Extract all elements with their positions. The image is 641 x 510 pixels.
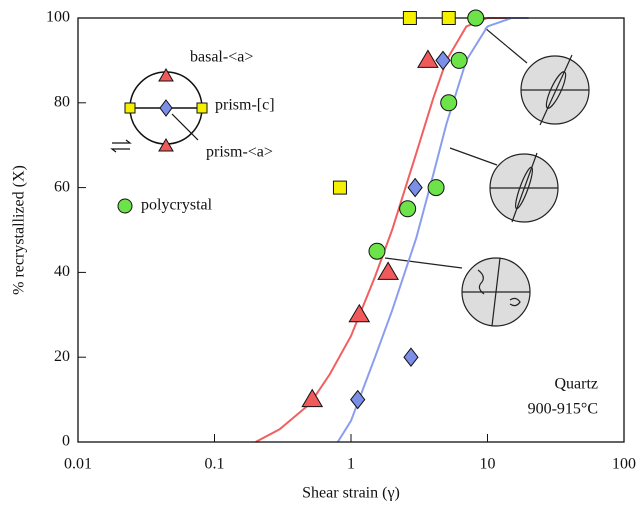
- data-point: [332, 180, 347, 195]
- data-point: [407, 177, 423, 198]
- legend-label: basal-<a>: [190, 49, 253, 66]
- annotation: 900-915°C: [528, 401, 598, 418]
- fit-curve: [255, 17, 529, 443]
- connector: [484, 27, 528, 64]
- legend-marker: [158, 138, 174, 152]
- x-tick-label: 100: [612, 456, 636, 473]
- x-tick-label: 0.1: [205, 456, 225, 473]
- x-tick-label: 0.01: [64, 456, 92, 473]
- legend-label: polycrystal: [141, 197, 213, 214]
- y-axis-label: % recrystallized (X): [11, 165, 28, 295]
- y-tick-label: 0: [62, 433, 70, 450]
- legend-marker: [196, 102, 208, 114]
- data-point: [368, 242, 386, 260]
- data-point: [417, 49, 439, 68]
- fit-curve: [336, 17, 529, 443]
- pole-figure-line: [539, 54, 573, 126]
- pole-figure-line: [491, 257, 501, 327]
- data-point: [467, 9, 485, 27]
- inset-images: [384, 27, 590, 327]
- connector: [384, 257, 463, 269]
- legend-marker: [117, 198, 133, 214]
- pole-figure-contour: [477, 269, 521, 307]
- legend: basal-<a> prism-[c] prism-<a> polycrysta…: [110, 49, 275, 214]
- data-point: [427, 179, 445, 197]
- legend-pointer: [171, 113, 199, 141]
- y-tick-label: 20: [54, 348, 70, 365]
- connector: [449, 147, 498, 166]
- data-point: [403, 347, 419, 368]
- pole-figure-contour: [545, 71, 567, 109]
- y-tick-label: 80: [54, 93, 70, 110]
- pole-figure-line: [511, 152, 538, 223]
- data-point: [377, 261, 399, 280]
- x-tick-label: 10: [480, 456, 496, 473]
- legend-label: prism-[c]: [215, 97, 275, 114]
- x-tick-label: 1: [347, 456, 355, 473]
- data-point: [348, 303, 371, 323]
- y-tick-label: 40: [54, 263, 70, 280]
- annotation: Quartz: [554, 376, 598, 393]
- data-point: [435, 50, 451, 71]
- data-point: [450, 51, 468, 69]
- data-point: [399, 200, 417, 218]
- data-point: [441, 11, 456, 25]
- pole-figure-contour: [514, 166, 534, 210]
- data-point: [402, 11, 417, 25]
- legend-marker: [158, 68, 174, 82]
- data-point: [301, 388, 324, 408]
- x-axis-label: Shear strain (γ): [302, 485, 400, 502]
- legend-marker: [124, 102, 136, 114]
- y-tick-label: 60: [54, 178, 70, 195]
- y-tick-label: 100: [46, 9, 70, 26]
- legend-marker: [159, 99, 173, 117]
- data-point: [350, 389, 366, 410]
- legend-label: prism-<a>: [206, 144, 273, 161]
- data-point: [440, 94, 458, 112]
- shear-sense: [110, 139, 132, 153]
